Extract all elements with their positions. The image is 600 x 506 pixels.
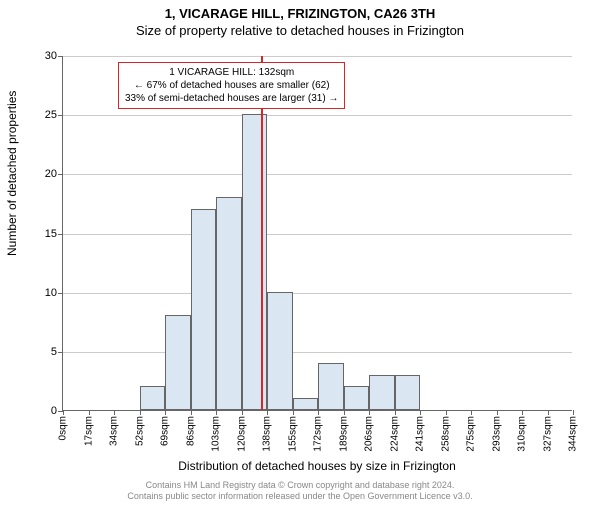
xtick-label: 275sqm <box>466 416 477 452</box>
gridline <box>63 293 572 294</box>
xtick-mark <box>497 410 498 415</box>
callout-line3: 33% of semi-detached houses are larger (… <box>125 92 338 105</box>
ytick-mark <box>58 234 63 235</box>
ytick-mark <box>58 174 63 175</box>
xtick-mark <box>114 410 115 415</box>
ytick-mark <box>58 352 63 353</box>
xtick-mark <box>191 410 192 415</box>
xtick-mark <box>318 410 319 415</box>
xtick-mark <box>216 410 217 415</box>
chart-plot-area: 0510152025300sqm17sqm34sqm52sqm69sqm86sq… <box>62 56 572 411</box>
callout-line1: 1 VICARAGE HILL: 132sqm <box>125 66 338 79</box>
xtick-label: 206sqm <box>364 416 375 452</box>
xtick-mark <box>420 410 421 415</box>
xtick-mark <box>369 410 370 415</box>
gridline <box>63 352 572 353</box>
histogram-bar <box>318 363 344 410</box>
xtick-label: 155sqm <box>287 416 298 452</box>
chart-title-main: 1, VICARAGE HILL, FRIZINGTON, CA26 3TH <box>0 6 600 21</box>
y-axis-label: Number of detached properties <box>5 91 19 256</box>
xtick-label: 52sqm <box>134 416 145 446</box>
ytick-mark <box>58 115 63 116</box>
histogram-bar <box>267 292 293 410</box>
xtick-label: 224sqm <box>389 416 400 452</box>
xtick-label: 172sqm <box>313 416 324 452</box>
ytick-label: 15 <box>45 228 57 240</box>
xtick-mark <box>140 410 141 415</box>
footer-line1: Contains HM Land Registry data © Crown c… <box>0 480 600 491</box>
xtick-mark <box>89 410 90 415</box>
xtick-label: 258sqm <box>440 416 451 452</box>
gridline <box>63 174 572 175</box>
ytick-label: 20 <box>45 168 57 180</box>
xtick-label: 69sqm <box>160 416 171 446</box>
xtick-mark <box>446 410 447 415</box>
xtick-label: 17sqm <box>83 416 94 446</box>
xtick-label: 189sqm <box>338 416 349 452</box>
ytick-label: 25 <box>45 109 57 121</box>
gridline <box>63 234 572 235</box>
histogram-bar <box>191 209 217 410</box>
ytick-mark <box>58 56 63 57</box>
ytick-label: 10 <box>45 287 57 299</box>
ytick-label: 5 <box>51 346 57 358</box>
callout-line2: ← 67% of detached houses are smaller (62… <box>125 79 338 92</box>
xtick-mark <box>165 410 166 415</box>
footer-attribution: Contains HM Land Registry data © Crown c… <box>0 480 600 502</box>
plot-region: 0510152025300sqm17sqm34sqm52sqm69sqm86sq… <box>62 56 572 411</box>
xtick-label: 241sqm <box>415 416 426 452</box>
xtick-mark <box>395 410 396 415</box>
xtick-mark <box>344 410 345 415</box>
footer-line2: Contains public sector information relea… <box>0 491 600 502</box>
gridline <box>63 56 572 57</box>
histogram-bar <box>293 398 319 410</box>
xtick-label: 120sqm <box>236 416 247 452</box>
histogram-bar <box>140 386 166 410</box>
xtick-label: 327sqm <box>542 416 553 452</box>
histogram-bar <box>395 375 421 411</box>
histogram-bar <box>165 315 191 410</box>
xtick-mark <box>573 410 574 415</box>
histogram-bar <box>369 375 395 411</box>
xtick-mark <box>267 410 268 415</box>
ytick-mark <box>58 293 63 294</box>
xtick-label: 86sqm <box>185 416 196 446</box>
xtick-label: 344sqm <box>568 416 579 452</box>
gridline <box>63 115 572 116</box>
histogram-bar <box>344 386 370 410</box>
xtick-mark <box>63 410 64 415</box>
ytick-label: 30 <box>45 50 57 62</box>
reference-line <box>261 56 263 410</box>
xtick-label: 310sqm <box>517 416 528 452</box>
chart-title-sub: Size of property relative to detached ho… <box>0 23 600 38</box>
histogram-bar <box>242 114 268 410</box>
callout-box: 1 VICARAGE HILL: 132sqm← 67% of detached… <box>118 62 345 109</box>
xtick-mark <box>548 410 549 415</box>
xtick-mark <box>242 410 243 415</box>
x-axis-label: Distribution of detached houses by size … <box>178 459 455 473</box>
ytick-label: 0 <box>51 405 57 417</box>
xtick-label: 0sqm <box>58 416 69 440</box>
xtick-label: 293sqm <box>491 416 502 452</box>
xtick-label: 138sqm <box>262 416 273 452</box>
xtick-mark <box>293 410 294 415</box>
histogram-bar <box>216 197 242 410</box>
xtick-label: 103sqm <box>211 416 222 452</box>
xtick-mark <box>522 410 523 415</box>
xtick-mark <box>471 410 472 415</box>
xtick-label: 34sqm <box>109 416 120 446</box>
